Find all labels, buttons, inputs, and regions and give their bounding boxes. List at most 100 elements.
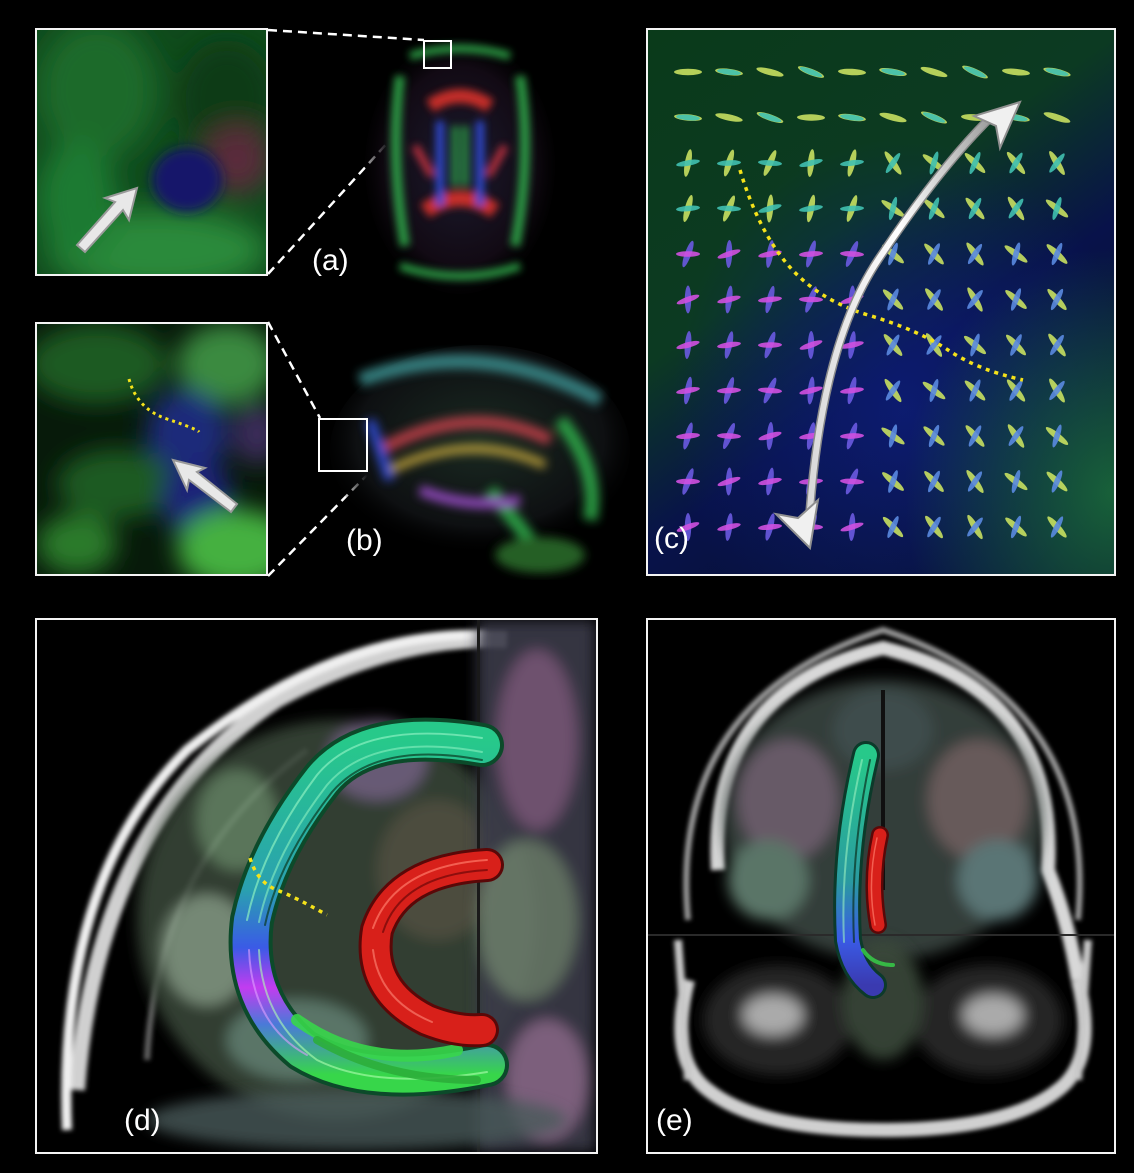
odf-glyph: [840, 422, 864, 450]
odf-glyph: [717, 240, 741, 268]
odf-glyph: [963, 333, 987, 357]
odf-glyph: [717, 377, 741, 404]
white-3d-arrow-icon: [171, 458, 239, 514]
odf-glyph: [799, 194, 823, 223]
odf-glyph: [797, 66, 825, 78]
odf-glyph: [756, 112, 784, 123]
panel-e-red-tract: [865, 826, 889, 934]
odf-glyph: [966, 470, 984, 493]
odf-glyph: [840, 376, 864, 405]
panel-e-label: (e): [656, 1104, 693, 1137]
odf-glyph: [1002, 68, 1030, 76]
panel-b-inset-image: [37, 324, 266, 574]
odf-glyph: [882, 470, 904, 493]
panel-c-glyph-field: [646, 28, 1116, 576]
odf-glyph: [962, 65, 988, 79]
odf-glyph: [799, 240, 823, 268]
odf-glyph: [758, 240, 782, 268]
odf-glyph: [756, 67, 784, 77]
odf-glyphs: [674, 65, 1071, 541]
odf-glyph: [925, 288, 943, 311]
odf-glyph: [797, 114, 825, 121]
odf-glyph: [758, 150, 782, 176]
odf-glyph: [717, 149, 741, 177]
panel-a-zoom-inset: [35, 28, 268, 276]
odf-glyph: [838, 113, 866, 122]
odf-glyph: [674, 68, 702, 76]
odf-glyph: [923, 197, 945, 220]
panel-b-label: (b): [346, 524, 383, 557]
odf-glyph: [965, 197, 985, 220]
odf-glyph: [1004, 469, 1028, 494]
odf-glyph: [717, 467, 741, 496]
odf-glyph: [1007, 196, 1025, 221]
panel-d-sagittal-tractography: [35, 618, 598, 1154]
odf-glyph: [1005, 515, 1027, 539]
odf-glyph: [799, 331, 823, 359]
odf-glyph: [1006, 334, 1026, 356]
odf-glyph: [967, 287, 983, 312]
odf-glyph: [840, 149, 864, 177]
odf-glyph: [923, 424, 945, 448]
odf-glyph: [717, 422, 741, 450]
odf-glyph: [840, 331, 864, 359]
odf-glyph: [676, 149, 700, 177]
odf-glyph: [799, 376, 823, 405]
odf-glyph: [1006, 151, 1026, 175]
panel-d-image: [37, 620, 596, 1152]
panel-a-roi-box: [423, 40, 452, 69]
odf-glyph: [1007, 424, 1025, 448]
odf-glyph: [922, 378, 946, 403]
odf-glyph: [838, 68, 866, 76]
odf-glyph: [924, 470, 944, 493]
odf-glyph: [920, 66, 948, 78]
odf-glyph: [1047, 516, 1067, 538]
odf-glyph: [840, 513, 864, 541]
panel-b-roi-box: [318, 418, 368, 472]
curved-double-arrow-icon: [773, 100, 1022, 551]
odf-glyph: [717, 331, 741, 359]
panel-d-label: (d): [124, 1104, 161, 1137]
odf-glyph: [1046, 470, 1068, 493]
odf-glyph: [840, 195, 864, 222]
odf-glyph: [881, 196, 905, 221]
odf-glyph: [920, 111, 948, 124]
odf-glyph: [1006, 379, 1026, 402]
odf-glyph: [676, 422, 700, 450]
odf-glyph: [1049, 378, 1065, 403]
panel-e-green-tract: [833, 741, 895, 999]
odf-glyph: [799, 286, 823, 313]
panel-b-dotted-line: [127, 378, 201, 434]
odf-glyph: [965, 425, 985, 447]
panel-c-label: (c): [654, 522, 689, 555]
panel-e-image: [648, 620, 1114, 1152]
odf-glyph: [758, 285, 782, 314]
odf-glyph: [925, 515, 943, 539]
odf-glyph: [676, 240, 700, 268]
odf-glyph: [840, 468, 864, 495]
odf-glyph: [1043, 112, 1071, 123]
odf-glyph: [967, 514, 983, 540]
panel-a-inset-image: [37, 30, 266, 274]
odf-glyph: [758, 331, 782, 359]
odf-glyph: [1047, 288, 1067, 311]
odf-glyph: [884, 378, 902, 403]
odf-glyph: [715, 68, 743, 76]
odf-glyph: [676, 376, 700, 405]
odf-glyph: [925, 333, 943, 357]
odf-glyph: [676, 194, 700, 223]
odf-glyph: [884, 151, 902, 175]
odf-glyph: [676, 513, 700, 541]
odf-glyph: [717, 285, 741, 314]
odf-glyph: [676, 331, 700, 359]
odf-glyph: [881, 424, 905, 448]
panel-d-green-tract: [228, 717, 509, 1097]
odf-glyph: [882, 516, 904, 538]
panel-a-label: (a): [312, 244, 349, 277]
odf-glyph: [924, 243, 944, 265]
odf-glyph: [964, 379, 986, 402]
odf-glyph: [1045, 197, 1069, 220]
panel-b-zoom-inset: [35, 322, 268, 576]
odf-glyph: [717, 513, 741, 541]
panel-c-glyph-grid: [648, 30, 1114, 574]
